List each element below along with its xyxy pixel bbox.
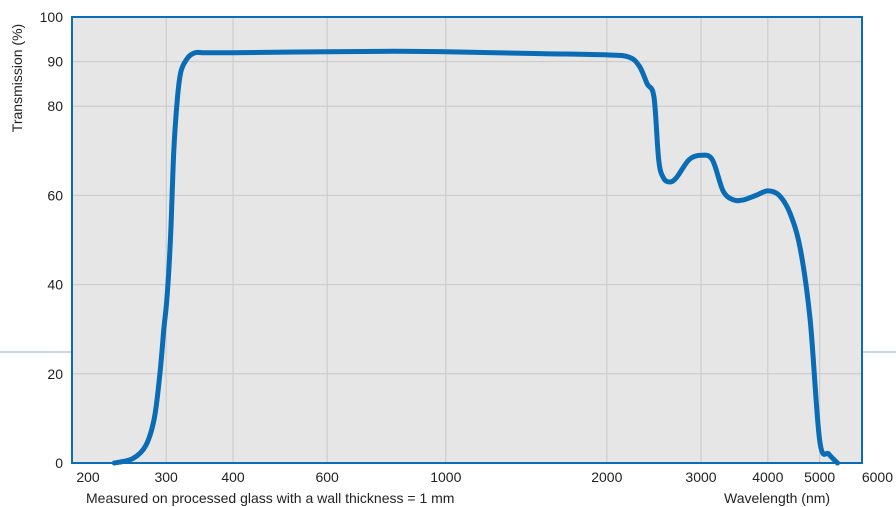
y-tick-label: 0 xyxy=(55,455,63,471)
x-axis-label: Wavelength (nm) xyxy=(724,490,830,506)
x-tick-label: 2000 xyxy=(591,469,622,485)
transmission-line xyxy=(111,48,840,466)
y-tick-label: 20 xyxy=(47,366,63,382)
y-tick-label: 60 xyxy=(47,187,63,203)
footnote: Measured on processed glass with a wall … xyxy=(86,490,454,506)
y-tick-labels: 0 20 40 60 80 90 100 xyxy=(40,9,64,471)
plot-area xyxy=(72,17,862,463)
y-tick-label: 100 xyxy=(40,9,64,25)
x-tick-label: 6000 xyxy=(862,469,893,485)
grid xyxy=(72,17,862,463)
x-tick-label: 5000 xyxy=(804,469,835,485)
x-tick-label: 400 xyxy=(221,469,245,485)
y-axis-label: Transmission (%) xyxy=(9,24,25,132)
x-tick-label: 4000 xyxy=(752,469,783,485)
plot-frame xyxy=(71,16,863,464)
x-tick-label: 300 xyxy=(154,469,178,485)
x-tick-label: 200 xyxy=(76,469,100,485)
x-tick-label: 600 xyxy=(315,469,339,485)
y-tick-label: 40 xyxy=(47,277,63,293)
x-tick-labels: 200 300 400 600 1000 2000 3000 4000 5000 6000 xyxy=(76,469,893,485)
x-tick-label: 1000 xyxy=(430,469,461,485)
x-tick-label: 3000 xyxy=(685,469,716,485)
y-tick-label: 80 xyxy=(47,98,63,114)
y-tick-label: 90 xyxy=(47,54,63,70)
